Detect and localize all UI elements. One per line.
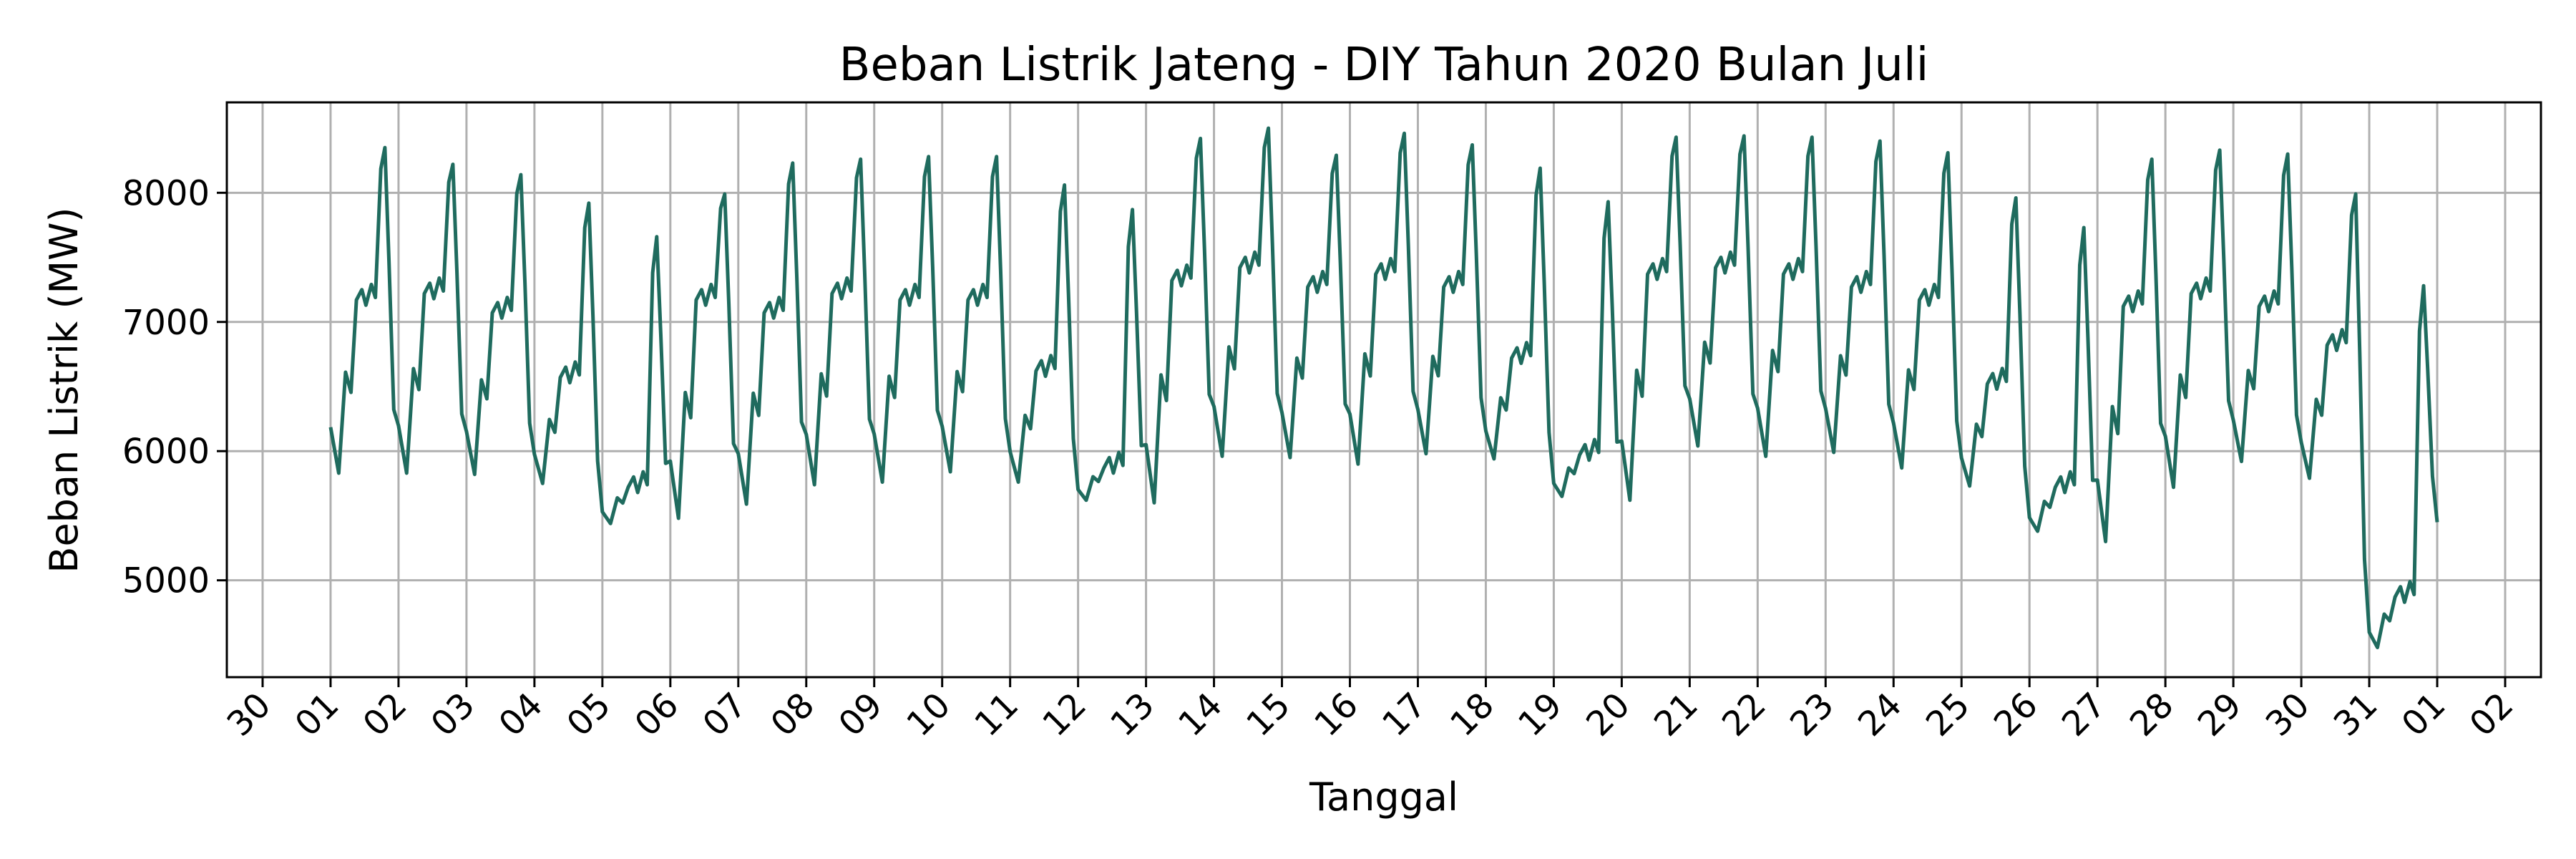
x-tick-label: 05 [560, 685, 619, 744]
x-tick-label: 08 [763, 685, 822, 744]
x-tick-label: 01 [2394, 685, 2454, 744]
x-tick-label: 17 [1375, 685, 1434, 744]
x-tick-label: 07 [695, 685, 754, 744]
y-tick-label: 6000 [122, 432, 210, 472]
x-tick-label: 27 [2054, 685, 2114, 744]
x-tick-label: 09 [831, 685, 890, 744]
series-line [328, 126, 2439, 649]
y-tick-label: 7000 [122, 303, 210, 343]
x-tick-label: 03 [424, 685, 483, 744]
x-tick-label: 26 [1986, 685, 2046, 744]
x-tick-label: 28 [2122, 685, 2182, 744]
x-tick-label: 30 [220, 685, 279, 744]
x-tick-label: 14 [1171, 685, 1230, 744]
x-tick-label: 24 [1850, 685, 1910, 744]
x-tick-label: 21 [1646, 685, 1706, 744]
x-tick-label: 18 [1443, 685, 1502, 744]
x-tick-label: 16 [1307, 685, 1366, 744]
y-tick-label: 8000 [122, 173, 210, 213]
x-tick-label: 04 [492, 685, 551, 744]
x-tick-label: 30 [2258, 685, 2318, 744]
x-tick-label: 22 [1714, 685, 1774, 744]
x-tick-label: 02 [356, 685, 415, 744]
x-tick-label: 12 [1035, 685, 1094, 744]
x-tick-label: 11 [967, 685, 1026, 744]
x-axis-ticks: 30 01 02 03 04 05 06 07 08 09 10 11 12 13 14 15 16 17 18 19… [220, 677, 2522, 744]
x-tick-label: 23 [1782, 685, 1842, 744]
x-tick-label: 31 [2326, 685, 2386, 744]
x-tick-label: 13 [1103, 685, 1162, 744]
y-axis-ticks: 5000 6000 7000 8000 [122, 173, 227, 601]
x-axis-label: Tanggal [1309, 775, 1458, 820]
plot-frame [225, 101, 2542, 679]
x-tick-label: 15 [1239, 685, 1298, 744]
x-tick-label: 19 [1511, 685, 1570, 744]
series-layer [328, 126, 2439, 649]
x-tick-label: 01 [288, 685, 347, 744]
chart-title: Beban Listrik Jateng - DIY Tahun 2020 Bu… [839, 39, 1929, 92]
x-tick-label: 20 [1579, 685, 1638, 744]
x-tick-label: 06 [628, 685, 687, 744]
y-tick-label: 5000 [122, 561, 210, 601]
x-tick-label: 25 [1918, 685, 1978, 744]
grid [227, 102, 2541, 677]
x-tick-label: 29 [2190, 685, 2250, 744]
x-tick-label: 02 [2462, 685, 2522, 744]
y-axis-label: Beban Listrik (MW) [42, 207, 87, 573]
x-tick-label: 10 [899, 685, 958, 744]
